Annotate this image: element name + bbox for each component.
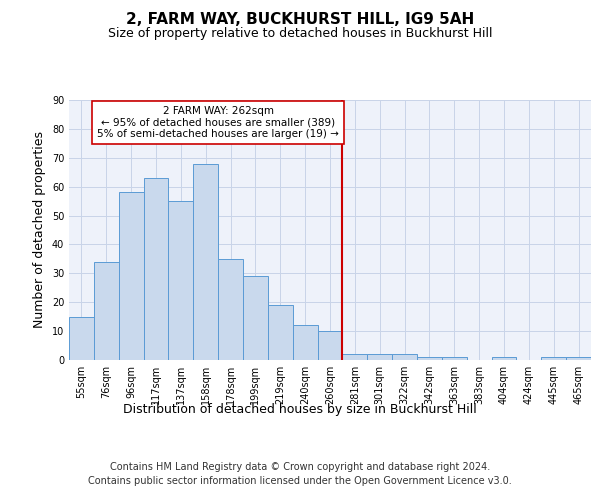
Bar: [343, 354, 367, 360]
Bar: [541, 357, 566, 360]
Bar: [293, 326, 317, 360]
Bar: [392, 354, 417, 360]
Bar: [417, 357, 442, 360]
Bar: [218, 259, 243, 360]
Text: 2, FARM WAY, BUCKHURST HILL, IG9 5AH: 2, FARM WAY, BUCKHURST HILL, IG9 5AH: [126, 12, 474, 28]
Text: Contains public sector information licensed under the Open Government Licence v3: Contains public sector information licen…: [88, 476, 512, 486]
Bar: [317, 331, 343, 360]
Bar: [566, 357, 591, 360]
Bar: [243, 276, 268, 360]
Bar: [169, 201, 193, 360]
Bar: [69, 316, 94, 360]
Bar: [94, 262, 119, 360]
Text: Size of property relative to detached houses in Buckhurst Hill: Size of property relative to detached ho…: [108, 28, 492, 40]
Bar: [119, 192, 143, 360]
Text: Distribution of detached houses by size in Buckhurst Hill: Distribution of detached houses by size …: [123, 402, 477, 415]
Bar: [491, 357, 517, 360]
Text: Contains HM Land Registry data © Crown copyright and database right 2024.: Contains HM Land Registry data © Crown c…: [110, 462, 490, 472]
Y-axis label: Number of detached properties: Number of detached properties: [33, 132, 46, 328]
Bar: [193, 164, 218, 360]
Bar: [143, 178, 169, 360]
Text: 2 FARM WAY: 262sqm
← 95% of detached houses are smaller (389)
5% of semi-detache: 2 FARM WAY: 262sqm ← 95% of detached hou…: [97, 106, 339, 139]
Bar: [442, 357, 467, 360]
Bar: [268, 305, 293, 360]
Bar: [367, 354, 392, 360]
